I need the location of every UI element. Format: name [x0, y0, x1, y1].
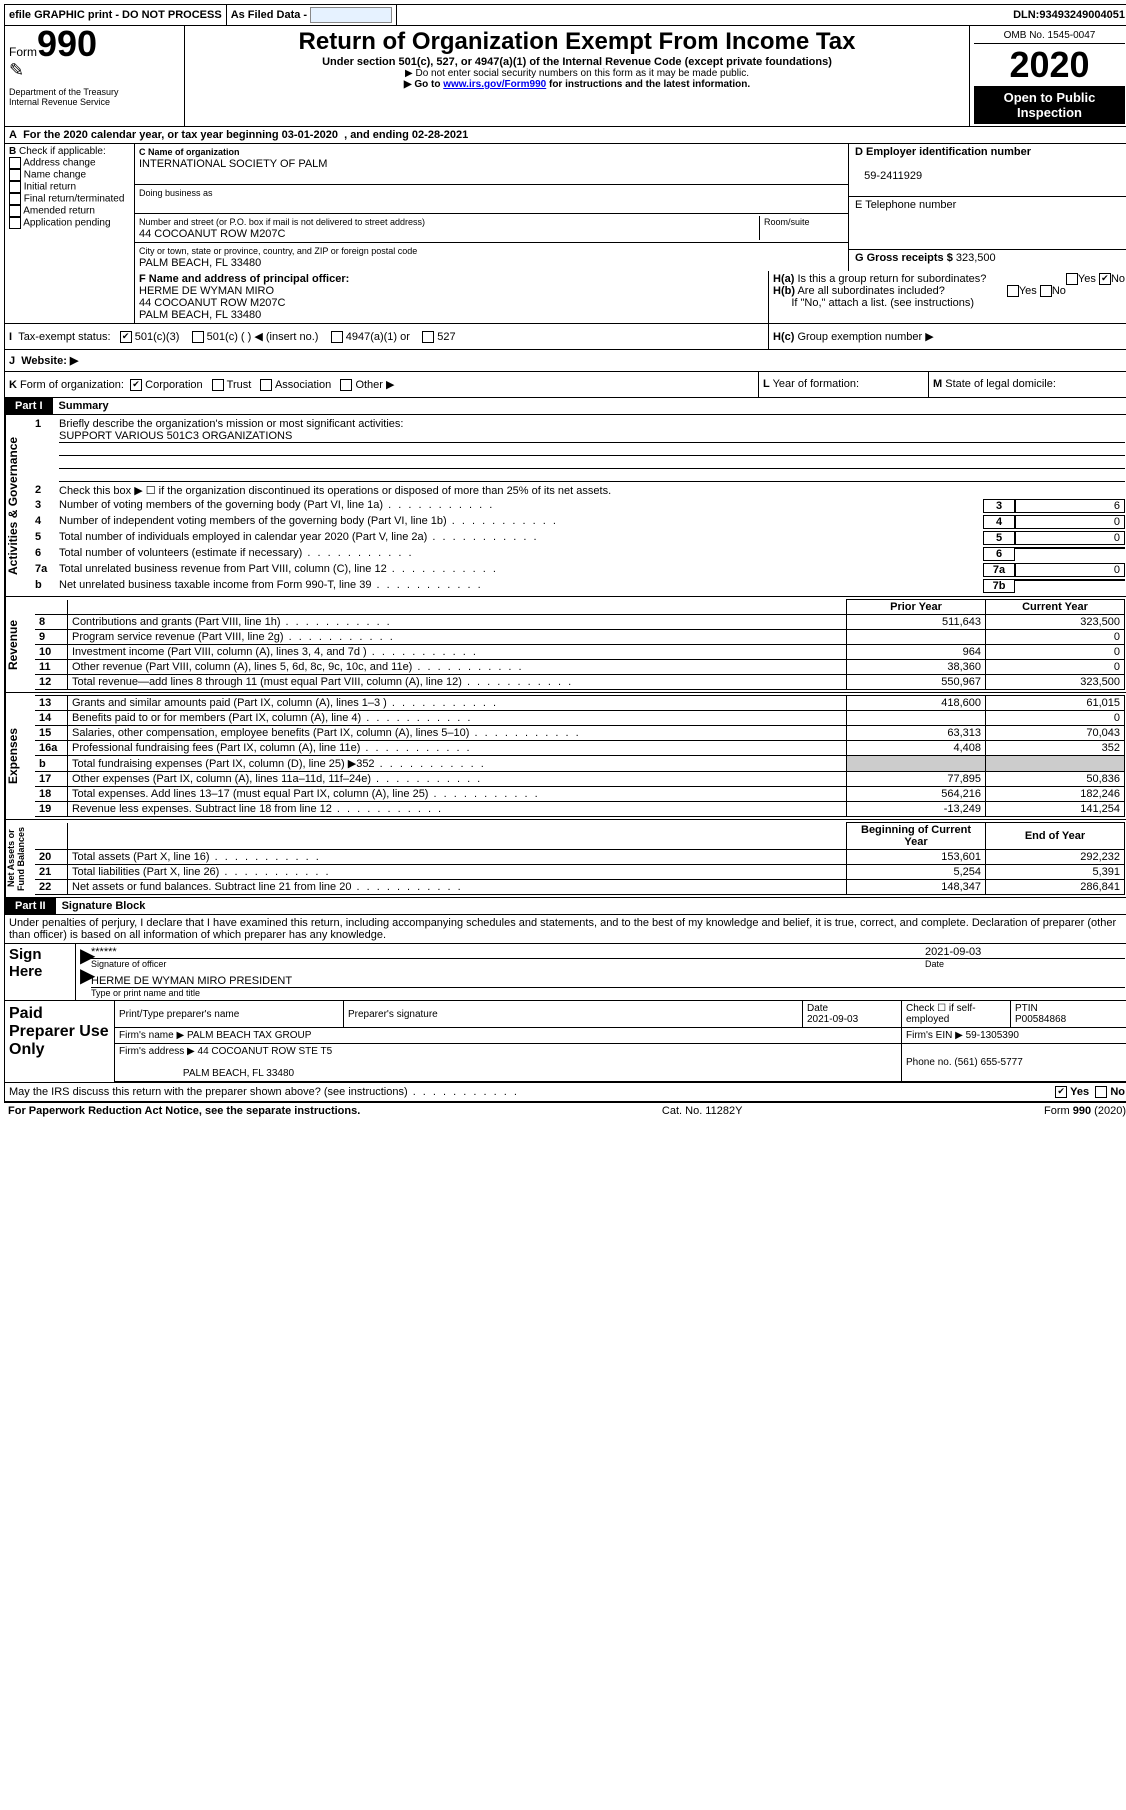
irs-link[interactable]: www.irs.gov/Form990 [443, 79, 546, 90]
checkbox-other[interactable] [340, 379, 352, 391]
checkbox-assoc[interactable] [260, 379, 272, 391]
checkbox-527[interactable] [422, 331, 434, 343]
dln-value: 93493249004051 [1039, 9, 1125, 21]
checkbox-501c3[interactable] [120, 331, 132, 343]
revenue-table: Prior YearCurrent Year 8Contributions an… [35, 599, 1125, 690]
form-word: Form [9, 45, 37, 59]
perjury-statement: Under penalties of perjury, I declare th… [4, 915, 1126, 944]
net-assets-table: Beginning of Current YearEnd of Year 20T… [35, 822, 1125, 895]
as-filed-input[interactable] [310, 7, 392, 23]
checkbox-application-pending[interactable] [9, 217, 21, 229]
row-a: A For the 2020 calendar year, or tax yea… [4, 127, 1126, 144]
checkbox-ha-no[interactable] [1099, 273, 1111, 285]
as-filed-label: As Filed Data - [231, 9, 307, 21]
section-j: J Website: ▶ [4, 350, 1126, 372]
org-city: PALM BEACH, FL 33480 [139, 257, 261, 269]
section-i: I Tax-exempt status: 501(c)(3) 501(c) ( … [5, 324, 769, 349]
checkbox-initial-return[interactable] [9, 181, 21, 193]
checkbox-hb-no[interactable] [1040, 285, 1052, 297]
top-bar: efile GRAPHIC print - DO NOT PROCESS As … [4, 4, 1126, 26]
form-note-1: ▶ Do not enter social security numbers o… [189, 68, 965, 79]
checkbox-address-change[interactable] [9, 157, 21, 169]
dept-treasury: Department of the Treasury Internal Reve… [9, 87, 180, 107]
net-assets-section: Net Assets or Fund Balances Beginning of… [4, 820, 1126, 898]
main-columns: B Check if applicable: Address change Na… [4, 144, 1126, 271]
revenue-section: Revenue Prior YearCurrent Year 8Contribu… [4, 597, 1126, 693]
tax-year: 2020 [974, 44, 1125, 86]
expenses-section: Expenses 13Grants and similar amounts pa… [4, 693, 1126, 820]
paid-preparer-block: Paid Preparer Use Only Print/Type prepar… [4, 1001, 1126, 1083]
checkbox-corp[interactable] [130, 379, 142, 391]
checkbox-trust[interactable] [212, 379, 224, 391]
section-k: K Form of organization: Corporation Trus… [5, 372, 759, 397]
page-footer: For Paperwork Reduction Act Notice, see … [4, 1102, 1126, 1119]
section-d-e-g: D Employer identification number 59-2411… [849, 144, 1126, 271]
org-street: 44 COCOANUT ROW M207C [139, 228, 286, 240]
checkbox-discuss-yes[interactable] [1055, 1086, 1067, 1098]
discuss-row: May the IRS discuss this return with the… [4, 1083, 1126, 1102]
omb-number: OMB No. 1545-0047 [974, 28, 1125, 44]
form-subtitle: Under section 501(c), 527, or 4947(a)(1)… [189, 56, 965, 68]
efile-note: efile GRAPHIC print - DO NOT PROCESS [5, 5, 227, 25]
section-h: H(a) Is this a group return for subordin… [769, 271, 1126, 323]
org-name: INTERNATIONAL SOCIETY OF PALM [139, 158, 327, 170]
checkbox-amended-return[interactable] [9, 205, 21, 217]
form-number: 990 [37, 23, 97, 64]
activities-governance: Activities & Governance 1Briefly describ… [4, 415, 1126, 597]
checkbox-ha-yes[interactable] [1066, 273, 1078, 285]
open-to-public: Open to Public Inspection [974, 86, 1125, 124]
form-header: Form990 ✎ Department of the Treasury Int… [4, 26, 1126, 127]
gross-receipts: 323,500 [956, 252, 996, 264]
mission-text: SUPPORT VARIOUS 501C3 ORGANIZATIONS [59, 430, 1125, 443]
checkbox-hb-yes[interactable] [1007, 285, 1019, 297]
ein-value: 59-2411929 [864, 170, 922, 182]
section-f: F Name and address of principal officer:… [135, 271, 769, 323]
checkbox-501c[interactable] [192, 331, 204, 343]
part-ii-header: Part II Signature Block [4, 898, 1126, 915]
section-c: C Name of organizationINTERNATIONAL SOCI… [135, 144, 849, 271]
section-b: B Check if applicable: Address change Na… [5, 144, 135, 271]
expenses-table: 13Grants and similar amounts paid (Part … [35, 695, 1125, 817]
form-title: Return of Organization Exempt From Incom… [189, 28, 965, 56]
part-i-header: Part I Summary [4, 398, 1126, 415]
checkbox-name-change[interactable] [9, 169, 21, 181]
dln-label: DLN: [1013, 9, 1039, 21]
checkbox-final-return[interactable] [9, 193, 21, 205]
checkbox-4947[interactable] [331, 331, 343, 343]
sign-here-block: Sign Here ▶▶ ****** 2021-09-03 Signature… [4, 944, 1126, 1001]
checkbox-discuss-no[interactable] [1095, 1086, 1107, 1098]
